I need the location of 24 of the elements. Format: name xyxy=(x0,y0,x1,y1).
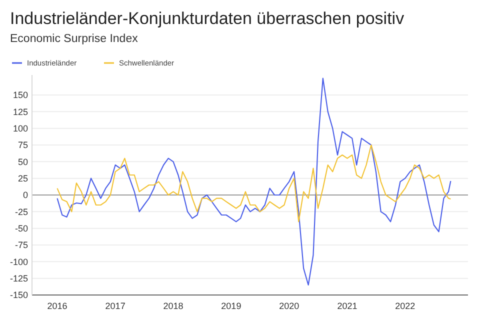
x-tick-label: 2022 xyxy=(395,301,416,311)
y-tick-label: 25 xyxy=(18,173,28,184)
y-tick-label: -150 xyxy=(10,290,28,300)
y-tick-label: 75 xyxy=(18,140,28,150)
x-tick-label: 2017 xyxy=(105,301,126,311)
y-tick-label: 125 xyxy=(12,106,28,117)
line-series xyxy=(56,144,452,222)
x-tick-label: 2021 xyxy=(337,301,358,311)
x-tick-label: 2020 xyxy=(279,301,300,311)
y-tick-label: 50 xyxy=(18,156,28,167)
chart-title: Industrieländer-Konjunkturdaten überraschen positiv xyxy=(10,9,405,28)
x-tick-label: 2019 xyxy=(221,301,242,311)
y-tick-label: -100 xyxy=(10,256,28,267)
y-tick-label: -50 xyxy=(14,223,28,234)
y-tick-label: 150 xyxy=(12,90,28,100)
x-tick-label: 2016 xyxy=(47,301,68,311)
line-series xyxy=(56,78,452,286)
x-tick-label: 2018 xyxy=(163,301,184,311)
y-tick-label: 100 xyxy=(12,123,28,134)
y-tick-label: -75 xyxy=(14,240,28,250)
y-tick-label: -125 xyxy=(10,273,28,284)
y-tick-label: -25 xyxy=(14,206,28,217)
chart-subtitle: Economic Surprise Index xyxy=(10,33,138,45)
y-tick-label: 0 xyxy=(22,190,28,200)
